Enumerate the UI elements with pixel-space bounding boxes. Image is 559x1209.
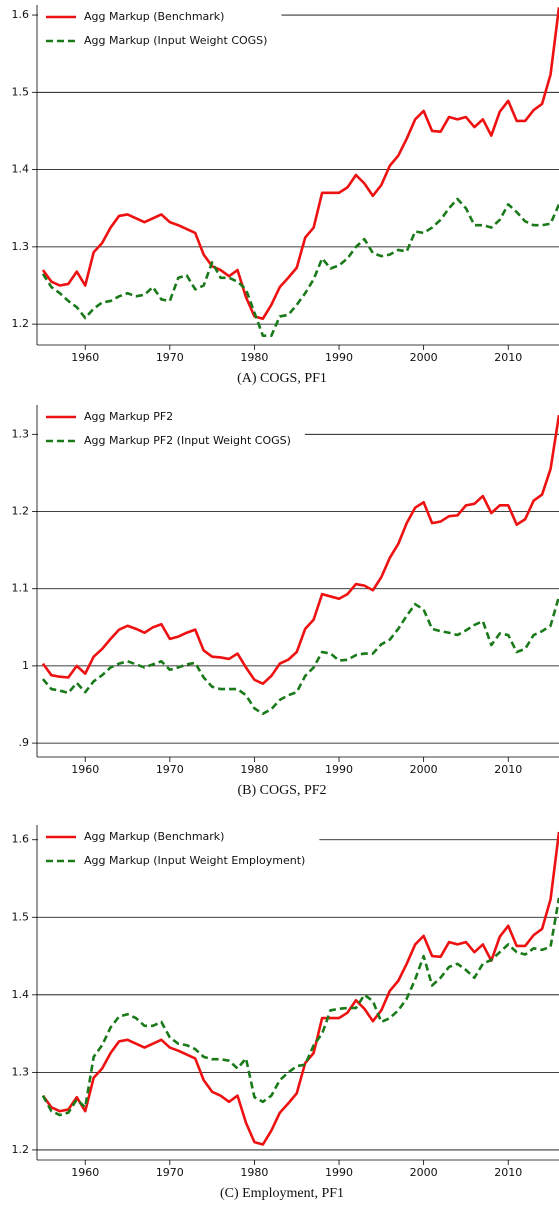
panel-caption: (A) COGS, PF1: [237, 371, 327, 386]
y-tick-label: 1.4: [12, 988, 30, 1001]
legend-box: [38, 826, 320, 874]
x-tick-label: 1960: [71, 763, 99, 776]
y-tick-label: .9: [19, 736, 30, 749]
y-tick-label: 1.5: [12, 910, 30, 923]
x-tick-label: 1990: [325, 351, 353, 364]
y-tick-label: 1.2: [12, 505, 30, 518]
data-line: [41, 897, 559, 1117]
x-tick-label: 2010: [494, 1166, 522, 1179]
y-tick-label: 1.6: [12, 8, 30, 21]
data-line: [41, 596, 559, 716]
y-tick-label: 1.1: [12, 582, 30, 595]
x-tick-label: 1990: [325, 1166, 353, 1179]
legend-label: Agg Markup (Input Weight COGS): [84, 34, 267, 47]
y-tick-label: 1.2: [12, 317, 30, 330]
data-line: [41, 831, 559, 1146]
y-tick-label: 1: [22, 659, 29, 672]
x-tick-label: 2010: [494, 763, 522, 776]
x-tick-label: 1990: [325, 763, 353, 776]
legend-box: [38, 6, 282, 54]
x-tick-label: 1980: [240, 763, 268, 776]
panel: .9 1 1.1 1.2 1.3 1960 1970 1980 1990 2000 2010 Agg …: [12, 405, 559, 798]
legend-label: Agg Markup PF2: [84, 410, 173, 423]
data-line: [41, 197, 559, 338]
y-tick-label: 1.3: [12, 240, 30, 253]
legend-box: [38, 406, 305, 454]
panel: 1.2 1.3 1.4 1.5 1.6 1960 1970 1980 1990 2000 2010 A…: [12, 825, 559, 1201]
legend: Agg Markup PF2 Agg Markup PF2 (Input Weig…: [38, 406, 305, 454]
legend: Agg Markup (Benchmark) Agg Markup (Input …: [38, 6, 282, 54]
y-tick-label: 1.5: [12, 85, 30, 98]
legend-label: Agg Markup (Benchmark): [84, 830, 224, 843]
x-tick-label: 2000: [410, 763, 438, 776]
y-tick-label: 1.4: [12, 163, 30, 176]
y-tick-label: 1.3: [12, 1065, 30, 1078]
x-tick-label: 1970: [156, 1166, 184, 1179]
legend-label: Agg Markup (Benchmark): [84, 10, 224, 23]
data-line: [41, 7, 559, 321]
x-tick-label: 1970: [156, 351, 184, 364]
x-tick-label: 1960: [71, 351, 99, 364]
x-tick-label: 2000: [410, 1166, 438, 1179]
legend-label: Agg Markup PF2 (Input Weight COGS): [84, 434, 291, 447]
x-tick-label: 2010: [494, 351, 522, 364]
legend: Agg Markup (Benchmark) Agg Markup (Input …: [38, 826, 320, 874]
data-line: [41, 414, 559, 685]
y-tick-label: 1.2: [12, 1143, 30, 1156]
x-tick-label: 1970: [156, 763, 184, 776]
x-tick-label: 1980: [240, 351, 268, 364]
panel: 1.2 1.3 1.4 1.5 1.6 1960 1970 1980 1990 2000 2010 A…: [12, 5, 559, 386]
x-tick-label: 1960: [71, 1166, 99, 1179]
legend-label: Agg Markup (Input Weight Employment): [84, 854, 305, 867]
y-tick-label: 1.6: [12, 833, 30, 846]
x-tick-label: 2000: [410, 351, 438, 364]
x-tick-label: 1980: [240, 1166, 268, 1179]
panel-caption: (C) Employment, PF1: [220, 1186, 344, 1201]
panel-caption: (B) COGS, PF2: [237, 783, 326, 798]
y-tick-label: 1.3: [12, 427, 30, 440]
